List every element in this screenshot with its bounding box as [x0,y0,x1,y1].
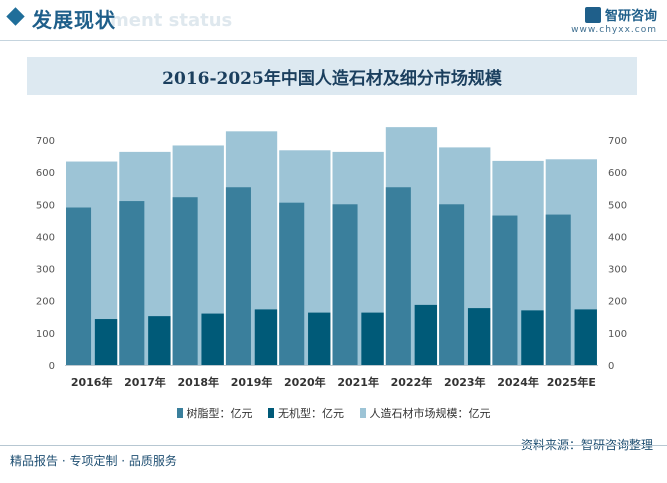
bar-inorganic-2 [201,313,224,365]
header-divider [0,40,667,41]
x-tick-label: 2025年E [547,375,596,389]
x-tick-label: 2020年 [284,375,326,389]
x-tick-label: 2021年 [337,375,379,389]
legend-label-resin: 树脂型：亿元 [186,407,253,420]
x-tick-label: 2022年 [391,375,433,389]
bar-inorganic-9 [574,309,597,365]
footer-divider [0,445,667,446]
x-tick-label: 2016年 [71,375,113,389]
y-tick-left: 300 [36,265,55,276]
y-tick-left: 500 [36,200,55,211]
legend: 树脂型：亿元 无机型：亿元 人造石材市场规模：亿元 [0,405,667,421]
x-tick-label: 2024年 [497,375,539,389]
bar-inorganic-3 [254,309,278,365]
legend-swatch-resin [176,408,183,418]
bar-inorganic-5 [361,312,384,365]
bar-inorganic-8 [521,310,544,365]
bar-inorganic-0 [94,319,118,365]
y-tick-right: 100 [608,329,627,340]
chart-title: 2016-2025年中国人造石材及细分市场规模 [162,69,502,89]
bar-resin-8 [492,215,518,365]
bar-resin-2 [172,197,198,365]
y-tick-left: 600 [36,168,55,179]
chart-title-band: 2016-2025年中国人造石材及细分市场规模 [27,57,637,95]
bar-inorganic-1 [148,316,171,365]
bar-resin-0 [66,207,92,365]
bar-inorganic-7 [467,308,491,365]
brand-url: www.chyxx.com [571,25,657,35]
bar-inorganic-6 [414,304,438,365]
legend-item-inorganic: 无机型：亿元 [268,405,344,421]
brand-name: 智研咨询 [604,9,657,24]
y-tick-right: 300 [608,265,627,276]
bar-resin-1 [119,201,145,365]
y-tick-right: 200 [608,297,627,308]
y-tick-right: 700 [608,136,627,147]
x-tick-label: 2018年 [177,375,219,389]
bar-resin-6 [385,187,411,365]
legend-label-inorganic: 无机型：亿元 [278,407,344,420]
bar-resin-5 [332,204,358,365]
bar-resin-4 [279,202,305,365]
x-tick-label: 2023年 [444,375,486,389]
y-tick-left: 200 [36,297,55,308]
page-title: 发展现状 [32,8,116,32]
bar-inorganic-4 [308,312,331,365]
y-tick-left: 100 [36,329,55,340]
bar-resin-3 [225,187,251,365]
legend-swatch-total [359,408,366,418]
footer-slogan: 精品报告 · 专项定制 · 品质服务 [10,454,177,468]
bar-resin-7 [439,204,465,365]
legend-item-resin: 树脂型：亿元 [176,405,253,421]
y-tick-right: 500 [608,200,627,211]
brand-logo-icon [584,6,601,23]
header-subtitle: ment status [110,10,233,31]
legend-label-total: 人造石材市场规模：亿元 [369,407,491,420]
x-tick-label: 2019年 [231,375,273,389]
y-tick-left: 0 [49,361,55,372]
bar-resin-9 [545,214,571,365]
brand: 智研咨询 www.chyxx.com [571,4,657,35]
y-tick-right: 400 [608,232,627,243]
legend-swatch-inorganic [268,408,274,418]
legend-item-total: 人造石材市场规模：亿元 [359,405,491,421]
y-tick-left: 400 [36,232,55,243]
x-tick-label: 2017年 [124,375,166,389]
header: ment status 发展现状 智研咨询 www.chyxx.com [0,0,667,45]
y-tick-left: 700 [36,136,55,147]
y-tick-right: 0 [608,361,614,372]
y-tick-right: 600 [608,168,627,179]
